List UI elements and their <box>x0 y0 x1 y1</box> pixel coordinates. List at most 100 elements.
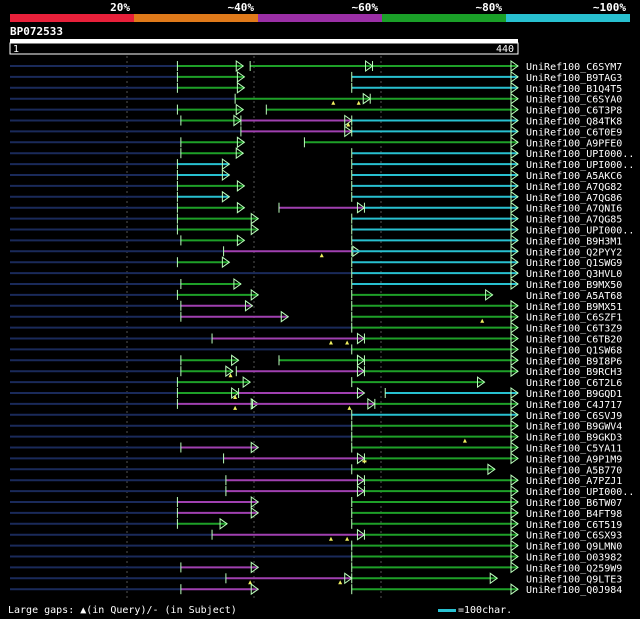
hit-label: UniRef100_A5AKC6 <box>526 171 622 182</box>
segment-end-arrow <box>225 365 234 378</box>
identity-legend: 20% ~40% ~60% ~80% ~100% <box>10 1 630 22</box>
hit-label: UniRef100_C6TB20 <box>526 335 622 346</box>
segment-end-arrow <box>356 365 366 378</box>
hit-row: UniRef100_Q259W9 <box>10 561 622 574</box>
hit-row: UniRef100_B9GWV4 <box>10 419 622 433</box>
hit-label: UniRef100_C6SYA0 <box>526 95 622 106</box>
segment-end-arrow <box>510 310 519 323</box>
hit-row: UniRef100_C6SYA0 <box>10 92 622 106</box>
hit-row: UniRef100_Q1SWG9 <box>10 256 622 269</box>
hit-label: UniRef100_B9I8P6 <box>526 356 622 367</box>
segment-end-arrow <box>510 190 519 203</box>
segment-end-arrow <box>250 506 260 519</box>
legend-swatch <box>10 14 134 22</box>
segment-end-arrow <box>510 354 519 367</box>
hit-row: UniRef100_Q9LTE3 <box>10 572 622 585</box>
segment-end-arrow <box>250 496 260 508</box>
segment-end-arrow <box>250 397 260 410</box>
hit-row: UniRef100_B9GQD1 <box>10 387 622 400</box>
query-gap-marker <box>480 318 485 323</box>
segment-end-arrow <box>235 103 245 116</box>
segment-end-arrow <box>510 245 519 258</box>
segment-end-arrow <box>250 223 260 236</box>
segment-end-arrow <box>510 299 519 312</box>
hit-row: UniRef100_B4FT98 <box>10 506 622 520</box>
query-gap-marker <box>233 405 238 410</box>
query-gap-marker <box>345 536 350 541</box>
hit-label: UniRef100_C6SZF1 <box>526 313 622 324</box>
hit-row: UniRef100_B9I8P6 <box>10 354 622 367</box>
segment-end-arrow <box>221 190 231 203</box>
hit-rows: UniRef100_C6SYM7UniRef100_B9TAG3UniRef10… <box>10 60 634 596</box>
segment-end-arrow <box>356 485 366 498</box>
hit-row: UniRef100_Q1SW68 <box>10 343 622 356</box>
hit-label: UniRef100_C6SYM7 <box>526 62 622 73</box>
hit-row: UniRef100_C6T3P8 <box>10 103 622 117</box>
hit-label: UniRef100_Q1SW68 <box>526 345 622 356</box>
subject-gap-marker <box>362 460 367 463</box>
hit-row: UniRef100_A5AT68 <box>10 288 622 302</box>
hit-row: UniRef100_A9P1M9 <box>10 452 622 465</box>
segment-end-arrow <box>236 81 246 94</box>
hit-label: UniRef100_UPI000.. <box>526 160 634 171</box>
hit-label: UniRef100_B9TAG3 <box>526 73 622 84</box>
segment-end-arrow <box>510 125 519 138</box>
legend-label: ~60% <box>352 1 379 14</box>
scale-legend: =100char. <box>458 605 512 616</box>
segment-end-arrow <box>510 452 519 465</box>
segment-end-arrow <box>362 92 372 105</box>
query-gap-marker <box>328 340 333 345</box>
segment-end-arrow <box>510 387 519 399</box>
hit-row: UniRef100_B9MX51 <box>10 299 622 313</box>
segment-end-arrow <box>356 387 366 399</box>
query-gap-marker <box>233 395 238 399</box>
hit-row: UniRef100_C6SZF1 <box>10 310 622 324</box>
hit-label: UniRef100_A5B770 <box>526 465 622 476</box>
segment-end-arrow <box>236 201 246 214</box>
segment-end-arrow <box>510 583 519 596</box>
hit-row: UniRef100_UPI000.. <box>10 158 634 171</box>
hit-label: UniRef100_C6T0E9 <box>526 127 622 138</box>
hit-label: UniRef100_C6T2L6 <box>526 378 622 389</box>
segment-end-arrow <box>367 397 376 410</box>
segment-end-arrow <box>221 256 231 269</box>
hit-label: UniRef100_Q9LMN0 <box>526 542 622 553</box>
hit-label: UniRef100_Q84TK8 <box>526 117 622 128</box>
hit-row: UniRef100_C6T3Z9 <box>10 321 622 335</box>
hit-label: UniRef100_C5YA11 <box>526 444 622 455</box>
hit-row: UniRef100_B9H3M1 <box>10 234 622 247</box>
segment-end-arrow <box>510 223 519 236</box>
segment-end-arrow <box>510 408 519 421</box>
hit-row: UniRef100_C6SVJ9 <box>10 408 622 422</box>
hit-row: UniRef100_B9RCH3 <box>10 365 622 378</box>
hit-row: UniRef100_Q3HVL0 <box>10 267 622 280</box>
legend-label: ~100% <box>593 1 626 14</box>
segment-end-arrow <box>510 550 519 563</box>
hit-label: UniRef100_A5AT68 <box>526 291 622 302</box>
hit-row: UniRef100_B9GKD3 <box>10 430 622 444</box>
segment-end-arrow <box>510 114 519 127</box>
segment-end-arrow <box>510 561 519 574</box>
query-gap-marker <box>228 373 233 378</box>
hit-row: UniRef100_Q0J984 <box>10 583 622 596</box>
hit-row: UniRef100_C6TB20 <box>10 332 622 346</box>
segment-end-arrow <box>510 60 519 72</box>
hit-label: UniRef100_C4J717 <box>526 400 622 411</box>
segment-end-arrow <box>510 234 519 247</box>
segment-end-arrow <box>510 321 519 334</box>
hit-row: UniRef100_Q2PYY2 <box>10 245 622 258</box>
hit-label: UniRef100_B1Q4T5 <box>526 84 622 95</box>
segment-end-arrow <box>487 463 496 476</box>
hit-row: UniRef100_A7QG82 <box>10 179 622 193</box>
hit-row: UniRef100_B1Q4T5 <box>10 81 622 95</box>
segment-end-arrow <box>510 485 519 498</box>
segment-end-arrow <box>510 136 519 149</box>
segment-end-arrow <box>344 125 353 138</box>
segment-end-arrow <box>250 441 260 454</box>
hit-row: UniRef100_C5YA11 <box>10 441 622 455</box>
hit-label: UniRef100_C6T3P8 <box>526 106 622 117</box>
hit-label: UniRef100_B9RCH3 <box>526 367 622 378</box>
legend-swatch <box>258 14 382 22</box>
legend-swatch <box>382 14 506 22</box>
segment-end-arrow <box>356 201 366 214</box>
